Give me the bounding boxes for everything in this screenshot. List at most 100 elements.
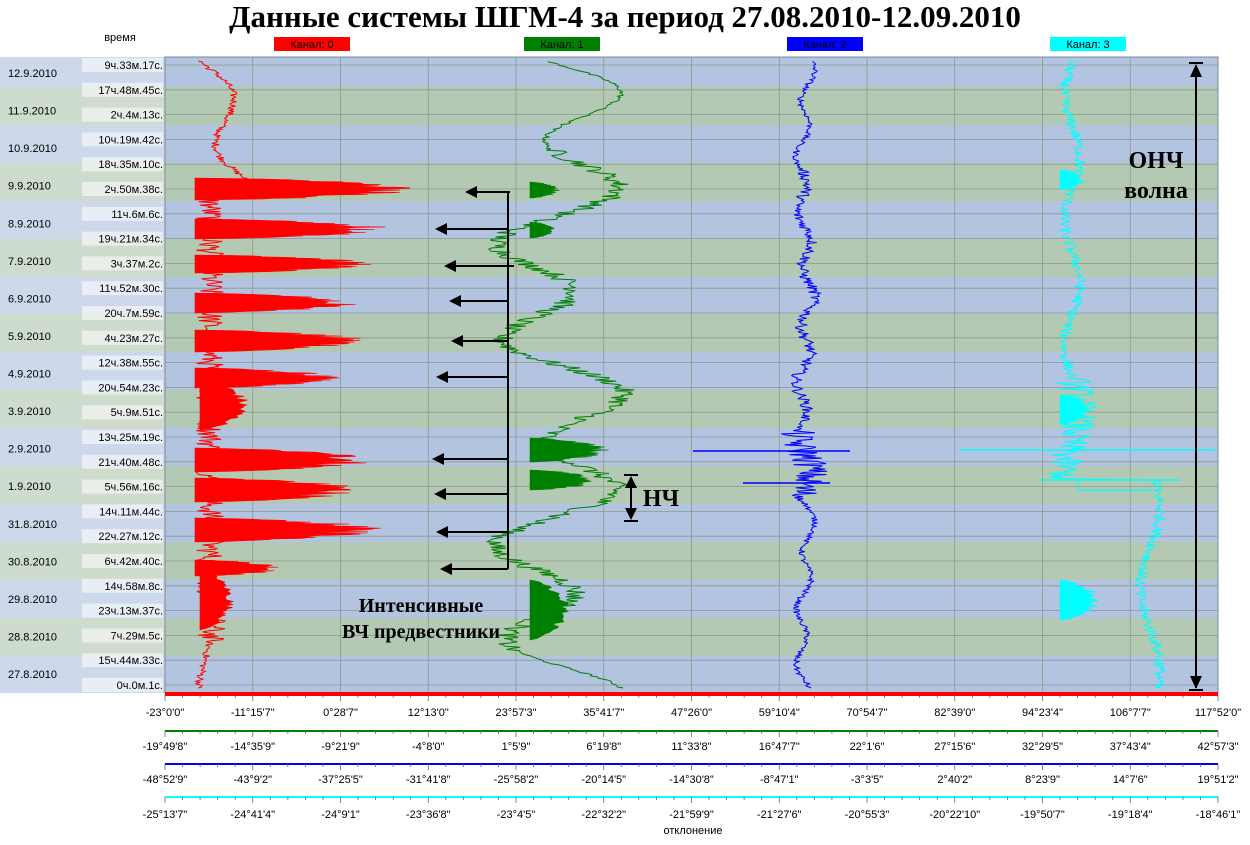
axis-tick-label-ch1: -4°8'0" — [412, 741, 445, 753]
axis-tick-label-ch2: -14°30'8" — [669, 774, 714, 786]
axis-tick-label-ch2: 2°40'2" — [937, 774, 972, 786]
channel-3-trace — [1047, 60, 1166, 689]
date-label: 9.9.2010 — [8, 181, 51, 193]
axis-tick-label-ch1: 22°1'6" — [850, 741, 885, 753]
channel-0-burst — [194, 517, 381, 543]
time-label-bg — [82, 529, 163, 544]
channel-1-burst — [529, 469, 592, 491]
hf-arrowhead — [435, 223, 447, 235]
axis-tick-label-ch3: -21°27'6" — [757, 809, 802, 821]
date-label: 7.9.2010 — [8, 256, 51, 268]
axis-tick-label-ch2: -43°9'2" — [233, 774, 272, 786]
hf-arrowhead — [432, 453, 444, 465]
axis-tick-label-ch1: 42°57'3" — [1198, 741, 1239, 753]
axis-tick-label-ch0: -11°15'7" — [231, 707, 275, 719]
ulf-marker — [1189, 62, 1203, 691]
axis-tick-label-ch1: 27°15'6" — [934, 741, 975, 753]
axis-tick-label-ch3: -23°4'5" — [497, 809, 536, 821]
channel-0-burst — [194, 447, 367, 473]
axis-tick-label-ch2: -8°47'1" — [760, 774, 799, 786]
hf-arrowhead — [436, 371, 448, 383]
time-label-bg — [82, 206, 163, 221]
channel-3-burst — [1059, 169, 1085, 191]
time-label: 9ч.33м.17с. — [104, 60, 163, 72]
time-label-bg — [82, 380, 163, 395]
time-label-bg — [82, 231, 163, 246]
time-label-bg — [82, 479, 163, 494]
time-label-bg — [82, 182, 163, 196]
date-label: 6.9.2010 — [8, 293, 51, 305]
date-label: 8.9.2010 — [8, 218, 51, 230]
date-label: 29.8.2010 — [8, 594, 57, 606]
axis-tick-label-ch1: 32°29'5" — [1022, 741, 1063, 753]
axis-tick-label-ch2: 14°7'6" — [1113, 774, 1148, 786]
time-label: 20ч.7м.59с. — [104, 308, 163, 320]
time-label: 12ч.38м.55с. — [98, 358, 163, 370]
channel-0-trace — [193, 60, 258, 689]
axis-tick-label-ch0: 94°23'4" — [1022, 707, 1063, 719]
time-label-bg — [82, 330, 163, 345]
axis-tick-label-ch0: 23°57'3" — [496, 707, 537, 719]
channel-0-burst — [194, 292, 356, 314]
channel-1-burst — [529, 221, 555, 239]
channel-2-trace — [781, 60, 828, 689]
axis-tick-label-ch3: -24°9'1" — [321, 809, 360, 821]
time-label-bg — [82, 355, 163, 370]
deviation-axes: -23°0'0" -11°15'7" 0°28'7" 12°13'0" 23°57'3"… — [143, 694, 1241, 821]
ulf-label-line2: волна — [1124, 178, 1188, 204]
date-label: 27.8.2010 — [8, 669, 57, 681]
channel-legend-box — [274, 37, 350, 51]
date-labels: 12.9.2010 11.9.2010 10.9.2010 9.9.2010 8.9.2… — [8, 68, 57, 681]
row-band — [0, 87, 1218, 125]
time-axis-label: время — [104, 32, 136, 44]
time-label-bg — [82, 578, 163, 593]
axis-tick-label-ch2: -25°58'2" — [494, 774, 539, 786]
time-label: 22ч.27м.12с. — [98, 531, 163, 543]
time-label-bg — [82, 454, 163, 469]
time-label-bg — [82, 603, 163, 618]
date-label: 1.9.2010 — [8, 481, 51, 493]
date-label: 31.8.2010 — [8, 519, 57, 531]
axis-tick-label-ch1: 1°5'9" — [502, 741, 531, 753]
time-label-bg — [82, 256, 163, 271]
axis-tick-label-ch0: 35°41'7" — [583, 707, 624, 719]
axis-tick-label-ch1: 37°43'4" — [1110, 741, 1151, 753]
hf-arrowhead — [444, 260, 456, 272]
channel-traces — [165, 60, 1218, 694]
time-label: 7ч.29м.5с. — [111, 630, 163, 642]
axis-tick-label-ch1: -19°49'8" — [143, 741, 188, 753]
channel-0-burst — [194, 329, 361, 353]
time-label: 14ч.58м.8с. — [104, 581, 163, 593]
lf-arrowhead-bottom — [625, 508, 637, 520]
hf-arrowhead — [436, 526, 448, 538]
row-band — [0, 125, 1218, 163]
time-label: 15ч.44м.33с. — [98, 655, 163, 667]
hf-arrowhead — [465, 186, 477, 198]
time-label: 3ч.37м.2с. — [111, 258, 163, 270]
hf-arrowhead — [451, 335, 463, 347]
ulf-label-line1: ОНЧ — [1129, 148, 1184, 174]
time-label-bg — [82, 653, 163, 668]
row-band — [0, 314, 1218, 352]
axis-tick-label-ch2: 19°51'2" — [1198, 774, 1239, 786]
row-band — [0, 656, 1218, 693]
row-band — [0, 390, 1218, 428]
time-label-bg — [82, 306, 163, 320]
channel-legend-label: Канал: 2 — [803, 39, 846, 51]
time-label-bg — [82, 405, 163, 420]
channel-0-burst — [194, 477, 352, 503]
time-label: 20ч.54м.23с. — [98, 382, 163, 394]
row-band — [0, 239, 1218, 277]
axis-tick-label-ch0: 59°10'4" — [759, 707, 800, 719]
axis-tick-label-ch3: -25°13'7" — [143, 809, 188, 821]
lf-label: НЧ — [643, 486, 680, 512]
time-label-bg — [82, 554, 163, 568]
date-label: 30.8.2010 — [8, 556, 57, 568]
time-label: 11ч.52м.30с. — [99, 283, 163, 295]
axis-tick-label-ch3: -24°41'4" — [230, 809, 275, 821]
row-band — [0, 352, 1218, 390]
axis-tick-label-ch0: 0°28'7" — [323, 707, 358, 719]
channel-legend-label: Канал: 0 — [290, 39, 333, 51]
channel-0-burst — [199, 569, 235, 631]
